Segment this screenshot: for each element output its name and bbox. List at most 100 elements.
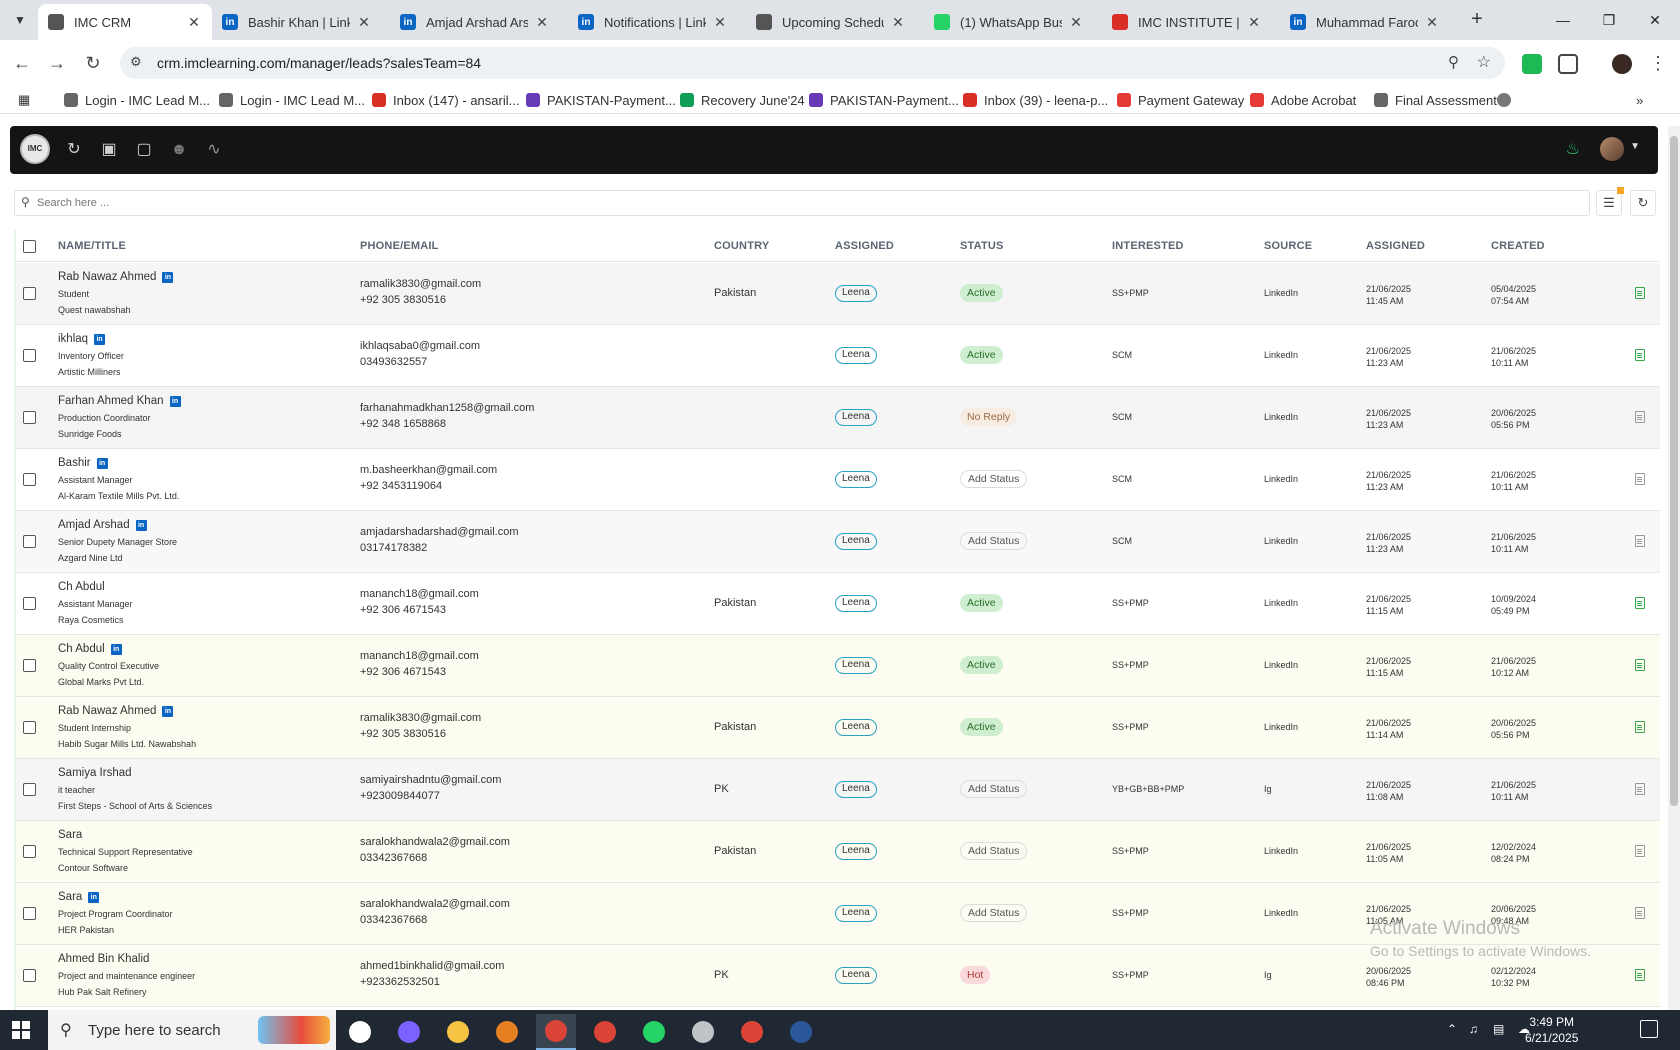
bookmark-item[interactable]: Recovery June'24 [680, 90, 805, 110]
lead-search-input[interactable] [37, 194, 1537, 212]
bookmarks-more-icon[interactable]: » [1636, 92, 1644, 108]
lead-name-cell[interactable]: ikhlaq in [58, 333, 106, 345]
bookmark-item[interactable]: Login - IMC Lead M... [219, 90, 365, 110]
linkedin-icon[interactable]: in [110, 643, 122, 655]
taskbar-search[interactable]: ⚲ Type here to search [48, 1010, 336, 1050]
lead-name[interactable]: Rab Nawaz Ahmed [58, 705, 157, 717]
lead-email[interactable]: mananch18@gmail.com [360, 650, 479, 662]
notes-document-icon[interactable] [1635, 535, 1645, 547]
lead-phone[interactable]: 03342367668 [360, 852, 428, 864]
taskbar-app-file-explorer[interactable] [438, 1014, 478, 1050]
status-badge[interactable]: Add Status [960, 532, 1028, 550]
bookmark-item[interactable]: Inbox (39) - leena-p... [963, 90, 1108, 110]
assigned-agent-badge[interactable]: Leena [835, 843, 877, 860]
tab-close-icon[interactable]: ✕ [714, 13, 726, 30]
lead-row[interactable]: Rab Nawaz Ahmed in Student Quest nawabshah r… [16, 263, 1660, 325]
lead-phone[interactable]: +92 306 4671543 [360, 604, 446, 616]
lead-name[interactable]: Bashir [58, 457, 91, 469]
lead-name[interactable]: Sara [58, 829, 83, 841]
linkedin-icon[interactable]: in [88, 891, 100, 903]
bookmark-item[interactable]: Payment Gateway [1117, 90, 1244, 110]
lead-phone[interactable]: +92 348 1658868 [360, 418, 446, 430]
row-checkbox[interactable] [23, 907, 36, 920]
assigned-agent-badge[interactable]: Leena [835, 409, 877, 426]
lead-phone[interactable]: 03493632557 [360, 356, 428, 368]
lead-row[interactable]: Ch Abdul in Quality Control Executive Globa… [16, 635, 1660, 697]
tab-close-icon[interactable]: ✕ [1426, 13, 1438, 30]
assigned-agent-badge[interactable]: Leena [835, 657, 877, 674]
lead-row[interactable]: Sara in Project Program Coordinator HER Pak… [16, 883, 1660, 945]
notes-document-icon[interactable] [1635, 597, 1645, 609]
lead-phone[interactable]: 03174178382 [360, 542, 428, 554]
lead-name-cell[interactable]: Samiya Irshad [58, 767, 132, 779]
back-arrow-icon[interactable]: ← [13, 53, 31, 73]
col-country[interactable]: COUNTRY [714, 240, 770, 252]
extension-green-icon[interactable] [1522, 54, 1542, 74]
windows-start-icon[interactable] [12, 1021, 30, 1039]
calendar-icon[interactable]: ▣ [101, 141, 117, 158]
lead-row[interactable]: Ch Abdul Assistant Manager Raya Cosmetics m… [16, 573, 1660, 635]
lead-name-cell[interactable]: Amjad Arshad in [58, 519, 147, 531]
tab-close-icon[interactable]: ✕ [892, 13, 904, 30]
lead-name-cell[interactable]: Ch Abdul [58, 581, 105, 593]
maximize-button[interactable]: ❐ [1602, 12, 1616, 28]
lead-row[interactable]: Sara Technical Support Representative Cont… [16, 821, 1660, 883]
minimize-button[interactable]: — [1556, 12, 1570, 28]
crm-logo[interactable]: IMC [20, 134, 50, 164]
site-info-icon[interactable]: ⚙ [130, 54, 142, 69]
assigned-agent-badge[interactable]: Leena [835, 967, 877, 984]
scrollbar-thumb[interactable] [1670, 136, 1678, 806]
notes-document-icon[interactable] [1635, 349, 1645, 361]
extensions-puzzle-icon[interactable] [1558, 54, 1578, 74]
col-assigned-to[interactable]: ASSIGNED [835, 240, 895, 252]
notes-document-icon[interactable] [1635, 287, 1645, 299]
tray-chevron-up-icon[interactable]: ⌃ [1447, 1022, 1458, 1036]
lead-phone[interactable]: +92 306 4671543 [360, 666, 446, 678]
lead-name[interactable]: Ch Abdul [58, 643, 105, 655]
taskbar-app-chrome[interactable] [536, 1014, 576, 1050]
taskbar-app-clock-app[interactable] [683, 1014, 723, 1050]
lead-phone[interactable]: 03342367668 [360, 914, 428, 926]
omnibox[interactable]: ⚙ crm.imclearning.com/manager/leads?sale… [120, 47, 1505, 79]
assigned-agent-badge[interactable]: Leena [835, 905, 877, 922]
notes-document-icon[interactable] [1635, 721, 1645, 733]
row-checkbox[interactable] [23, 287, 36, 300]
taskbar-app-whatsapp[interactable] [634, 1014, 674, 1050]
refresh-button[interactable]: ↻ [1630, 190, 1656, 216]
assigned-agent-badge[interactable]: Leena [835, 719, 877, 736]
lead-row[interactable]: Rab Nawaz Ahmed in Student Internship Habib… [16, 697, 1660, 759]
browser-tab[interactable]: IMC CRM ✕ [38, 4, 212, 40]
lead-name[interactable]: Amjad Arshad [58, 519, 130, 531]
status-badge[interactable]: Hot [960, 966, 991, 984]
lead-email[interactable]: saralokhandwala2@gmail.com [360, 836, 510, 848]
lead-phone[interactable]: +92 305 3830516 [360, 728, 446, 740]
notes-document-icon[interactable] [1635, 411, 1645, 423]
bookmark-item[interactable]: Login - IMC Lead M... [64, 90, 210, 110]
lead-email[interactable]: samiyairshadntu@gmail.com [360, 774, 502, 786]
taskbar-search-placeholder[interactable]: Type here to search [88, 1022, 221, 1039]
status-badge[interactable]: Active [960, 284, 1003, 302]
notification-bell-icon[interactable]: ♨ [1565, 141, 1580, 158]
lead-search-box[interactable]: ⚲ [14, 190, 1590, 216]
notes-document-icon[interactable] [1635, 473, 1645, 485]
status-badge[interactable]: Add Status [960, 780, 1028, 798]
lead-row[interactable]: Ahmed Bin Khalid Project and maintenance … [16, 945, 1660, 1007]
col-source[interactable]: SOURCE [1264, 240, 1313, 252]
refresh-leads-icon[interactable]: ↻ [67, 141, 81, 158]
bookmark-item[interactable]: Inbox (147) - ansaril... [372, 90, 519, 110]
tab-close-icon[interactable]: ✕ [536, 13, 548, 30]
tab-close-icon[interactable]: ✕ [1248, 13, 1260, 30]
status-badge[interactable]: Active [960, 346, 1003, 364]
notes-document-icon[interactable] [1635, 969, 1645, 981]
lead-row[interactable]: ikhlaq in Inventory Officer Artistic Millin… [16, 325, 1660, 387]
status-badge[interactable]: Active [960, 656, 1003, 674]
user-icon[interactable]: ☻ [170, 141, 188, 158]
assigned-agent-badge[interactable]: Leena [835, 471, 877, 488]
activity-icon[interactable]: ∿ [207, 141, 221, 158]
bookmark-item[interactable]: Adobe Acrobat [1250, 90, 1356, 110]
profile-avatar[interactable] [1612, 54, 1632, 74]
bookmark-item[interactable]: Final Assessment [1374, 90, 1497, 110]
reload-icon[interactable]: ↻ [85, 53, 101, 73]
browser-tab[interactable]: IMC INSTITUTE | EN ✕ [1102, 4, 1272, 40]
lead-email[interactable]: m.basheerkhan@gmail.com [360, 464, 498, 476]
